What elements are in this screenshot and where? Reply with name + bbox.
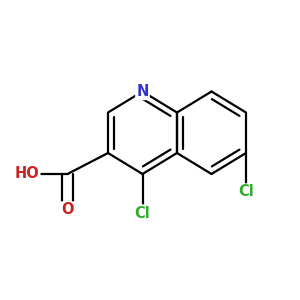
Text: Cl: Cl bbox=[135, 206, 150, 220]
Text: O: O bbox=[61, 202, 74, 217]
Text: Cl: Cl bbox=[238, 184, 254, 200]
Text: N: N bbox=[136, 84, 149, 99]
Text: HO: HO bbox=[15, 167, 39, 182]
